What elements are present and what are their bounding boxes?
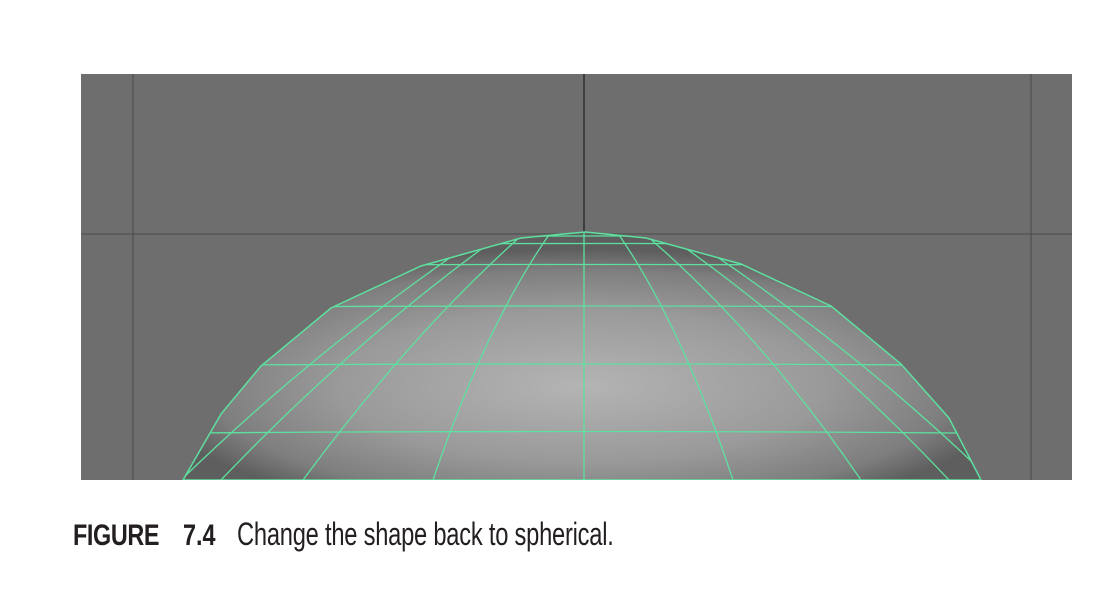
figure-label: FIGURE (73, 519, 160, 552)
figure-number: 7.4 (183, 519, 216, 552)
sphere-mesh (182, 231, 982, 480)
caption-text: Change the shape back to spherical. (237, 516, 614, 552)
viewport-render (81, 74, 1072, 480)
figure-caption: FIGURE 7.4 Change the shape back to sphe… (73, 516, 746, 556)
